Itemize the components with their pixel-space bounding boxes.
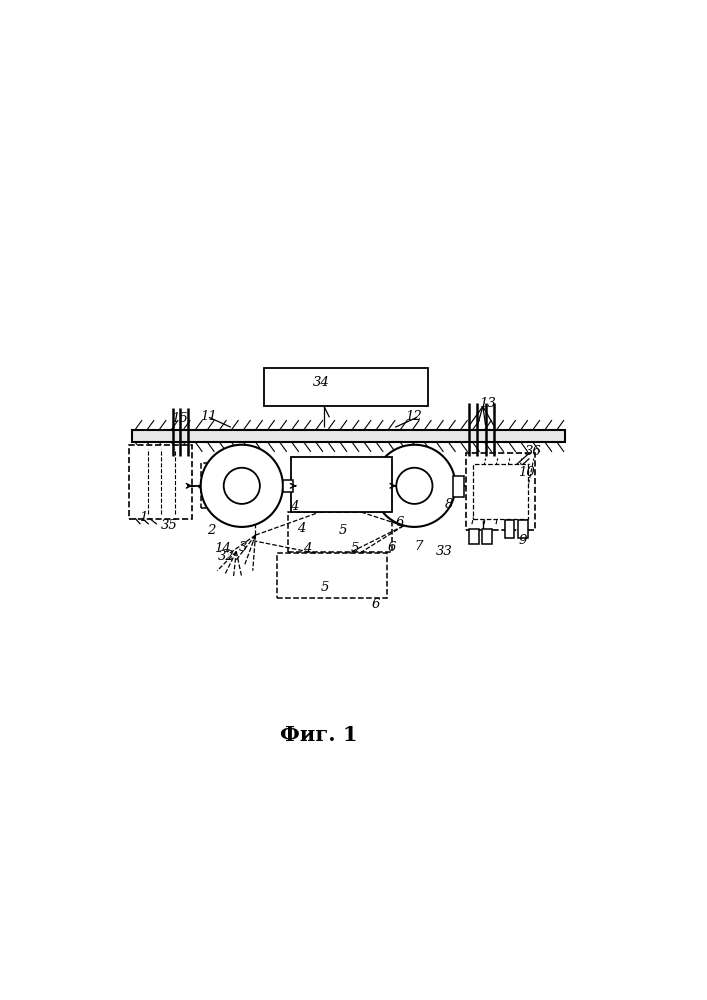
Bar: [132, 430, 565, 442]
Bar: [469, 529, 479, 544]
Circle shape: [201, 445, 283, 527]
Text: 6: 6: [395, 516, 404, 529]
Text: 5: 5: [339, 524, 347, 537]
Bar: [277, 553, 387, 598]
Text: 33: 33: [436, 545, 453, 558]
Text: 4: 4: [290, 500, 298, 513]
Bar: [288, 512, 392, 552]
Bar: [452, 476, 464, 497]
Text: 3: 3: [239, 541, 247, 554]
Circle shape: [373, 445, 455, 527]
Bar: [473, 464, 528, 519]
Text: 36: 36: [525, 445, 542, 458]
Text: 35: 35: [160, 519, 177, 532]
Text: 1: 1: [139, 511, 147, 524]
Text: 34: 34: [313, 376, 329, 389]
Text: 8: 8: [445, 498, 453, 512]
Circle shape: [223, 468, 260, 504]
Bar: [264, 368, 428, 406]
Text: 13: 13: [479, 397, 496, 410]
Text: 7: 7: [414, 540, 422, 553]
Text: Фиг. 1: Фиг. 1: [280, 725, 357, 745]
Bar: [518, 520, 528, 538]
Bar: [291, 457, 392, 512]
Text: 4: 4: [303, 542, 312, 555]
Text: 11: 11: [201, 410, 217, 423]
Bar: [467, 453, 535, 530]
Bar: [283, 480, 293, 492]
Text: 5: 5: [321, 581, 329, 594]
Bar: [129, 445, 192, 519]
Text: 6: 6: [387, 541, 396, 554]
Text: 15: 15: [172, 412, 188, 425]
Bar: [481, 529, 491, 544]
Bar: [201, 463, 223, 508]
Text: 12: 12: [405, 410, 421, 423]
Circle shape: [397, 468, 433, 504]
Bar: [505, 520, 514, 538]
Text: 4: 4: [297, 522, 305, 535]
Text: 10: 10: [518, 466, 535, 479]
Text: 5: 5: [351, 542, 359, 555]
Text: 6: 6: [372, 598, 380, 611]
Text: 32: 32: [218, 550, 235, 563]
Text: 14: 14: [214, 542, 231, 555]
Text: 2: 2: [207, 524, 216, 537]
Text: 9: 9: [519, 534, 527, 547]
